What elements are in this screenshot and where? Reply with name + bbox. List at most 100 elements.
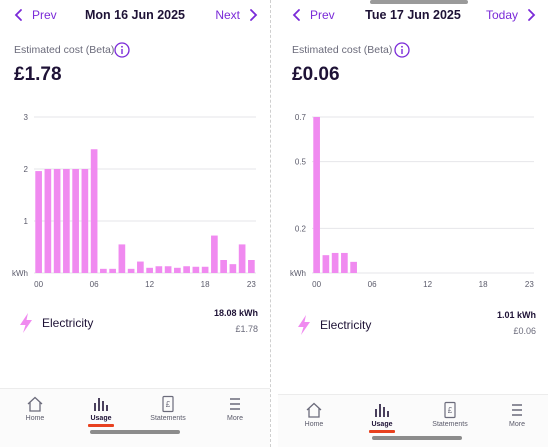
y-tick-label: 0.2: [295, 224, 307, 233]
usage-icon: [375, 404, 389, 417]
chevron-left-icon: [14, 9, 22, 21]
usage-chart: 0.2 0.5 0.7 kWh 00 06 12 18 23: [290, 113, 534, 289]
nav-home[interactable]: Home: [289, 401, 339, 428]
y-tick-label: 3: [24, 113, 29, 122]
usage-bar: [63, 169, 70, 273]
lightning-icon: [298, 315, 310, 335]
cost-total: £0.06: [513, 326, 536, 336]
info-icon[interactable]: [114, 42, 130, 58]
estimated-cost-label: Estimated cost (Beta): [14, 44, 115, 56]
usage-bar: [350, 261, 357, 273]
x-tick-label: 18: [479, 280, 488, 289]
nav-usage-label: Usage: [90, 415, 112, 422]
usage-icon: [94, 398, 108, 411]
nav-more[interactable]: More: [492, 401, 542, 428]
usage-bar: [109, 268, 116, 273]
usage-bar: [229, 264, 237, 273]
prev-label: Prev: [32, 8, 57, 22]
y-tick-label: 2: [24, 165, 29, 174]
usage-bar: [192, 266, 200, 273]
usage-bar: [211, 235, 218, 273]
statements-icon: £: [162, 395, 174, 413]
x-tick-label: 23: [247, 280, 256, 289]
nav-statements-label: Statements: [150, 415, 186, 422]
usage-bar: [72, 169, 79, 273]
cost-total: £1.78: [235, 324, 258, 334]
today-label: Today: [485, 8, 518, 22]
usage-bar: [118, 244, 126, 273]
electricity-summary[interactable]: Electricity 1.01 kWh £0.06: [296, 310, 536, 346]
next-label: Next: [215, 8, 240, 22]
prev-day-button[interactable]: Prev: [290, 8, 335, 22]
usage-bar: [220, 260, 227, 273]
svg-text:£: £: [448, 406, 453, 415]
kwh-total: 1.01 kWh: [496, 310, 536, 320]
usage-bar: [322, 255, 330, 273]
nav-usage[interactable]: Usage: [76, 395, 126, 427]
kwh-total: 18.08 kWh: [213, 308, 258, 318]
usage-bar: [201, 266, 209, 273]
top-handle: [370, 0, 468, 4]
usage-bar: [100, 268, 107, 273]
x-tick-label: 18: [201, 280, 210, 289]
usage-bar: [81, 169, 89, 273]
svg-text:£: £: [166, 400, 171, 409]
usage-bar: [137, 261, 144, 273]
active-tab-indicator: [88, 424, 114, 427]
prev-label: Prev: [310, 8, 335, 22]
nav-usage[interactable]: Usage: [357, 401, 407, 433]
nav-more-label: More: [227, 415, 243, 422]
electricity-label: Electricity: [320, 318, 372, 332]
nav-more[interactable]: More: [210, 395, 260, 422]
statements-icon: £: [444, 401, 456, 419]
usage-bar: [35, 171, 42, 273]
x-tick-label: 12: [145, 280, 154, 289]
electricity-label: Electricity: [42, 316, 94, 330]
y-tick-label: 0.7: [295, 113, 307, 122]
usage-bar: [313, 117, 320, 273]
bottom-nav: Home Usage £ Statements More: [0, 388, 270, 447]
estimated-cost-value: £0.06: [292, 64, 340, 85]
x-tick-label: 06: [368, 280, 377, 289]
usage-bar: [174, 267, 181, 273]
prev-day-button[interactable]: Prev: [12, 8, 57, 22]
home-indicator: [90, 430, 180, 434]
panel-divider: [270, 0, 278, 447]
x-tick-label: 23: [525, 280, 534, 289]
x-tick-label: 00: [34, 280, 43, 289]
usage-panel-right: Prev Tue 17 Jun 2025 Today Estimated cos…: [278, 0, 548, 447]
usage-bar: [146, 267, 153, 273]
y-tick-label: 0.5: [295, 158, 307, 167]
estimated-cost-label: Estimated cost (Beta): [292, 44, 393, 56]
y-axis-unit-label: kWh: [12, 269, 28, 278]
lightning-icon: [20, 313, 32, 333]
nav-more-label: More: [509, 421, 525, 428]
estimated-cost-value: £1.78: [14, 64, 62, 85]
nav-statements[interactable]: £ Statements: [425, 401, 475, 428]
usage-bar: [183, 266, 190, 273]
nav-statements-label: Statements: [432, 421, 468, 428]
nav-home[interactable]: Home: [10, 395, 60, 422]
x-tick-label: 00: [312, 280, 321, 289]
menu-icon: [512, 404, 522, 416]
usage-bar: [155, 266, 163, 273]
menu-icon: [230, 398, 240, 410]
chevron-right-icon: [528, 9, 536, 21]
x-tick-label: 06: [90, 280, 99, 289]
today-button[interactable]: Today: [486, 8, 538, 22]
usage-bar: [127, 268, 135, 273]
y-tick-label: 1: [24, 217, 29, 226]
usage-bar: [341, 252, 348, 273]
info-icon[interactable]: [394, 42, 410, 58]
usage-bar: [164, 266, 172, 273]
active-tab-indicator: [369, 430, 395, 433]
usage-bar: [53, 169, 61, 273]
nav-statements[interactable]: £ Statements: [143, 395, 193, 422]
date-nav-bar: Prev Tue 17 Jun 2025 Today: [278, 0, 548, 32]
electricity-summary[interactable]: Electricity 18.08 kWh £1.78: [18, 308, 258, 344]
usage-bar: [331, 252, 339, 273]
chevron-right-icon: [250, 9, 258, 21]
next-day-button[interactable]: Next: [215, 8, 260, 22]
usage-bar: [44, 169, 52, 273]
